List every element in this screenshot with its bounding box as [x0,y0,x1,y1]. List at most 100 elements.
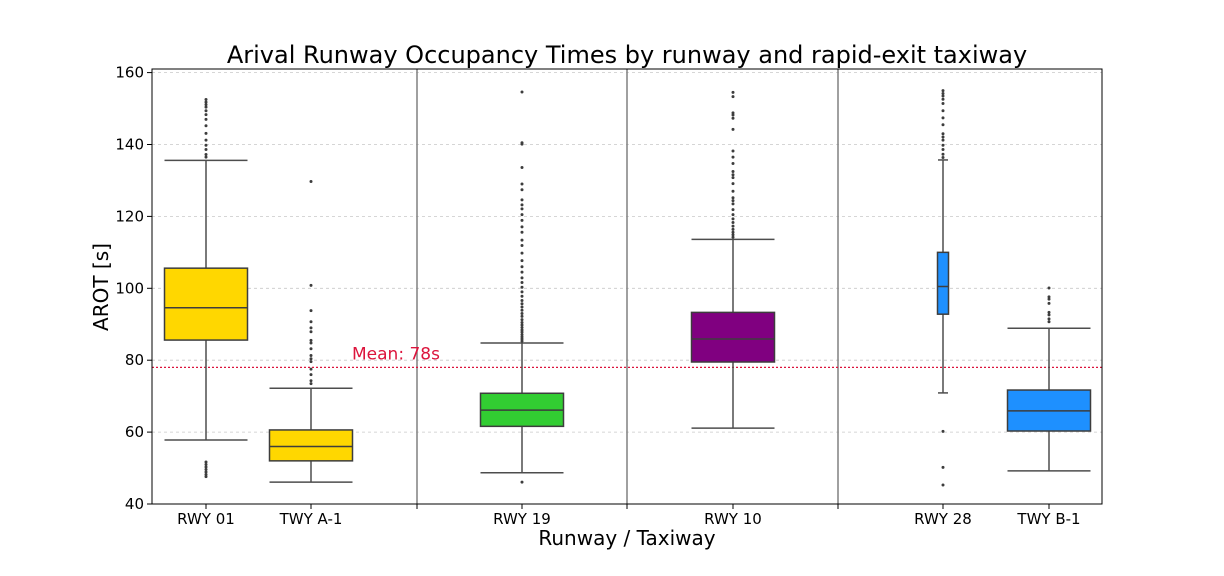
x-tick-label: RWY 01 [177,510,235,528]
outlier-point [731,199,735,203]
outlier-point [309,341,313,345]
outlier-point [731,90,735,94]
outlier-point [941,152,945,156]
box-iqr [936,251,950,315]
outlier-point [204,113,208,117]
outlier-point [1047,286,1051,290]
outlier-point [941,97,945,101]
x-tick-label: RWY 19 [493,510,551,528]
outlier-point [520,213,524,217]
outlier-point [520,323,524,327]
outlier-point [520,328,524,332]
outlier-point [204,148,208,152]
outlier-point [520,335,524,339]
outlier-point [309,373,313,377]
outlier-point [731,116,735,120]
outlier-point [204,100,208,104]
outlier-point [309,330,313,334]
outlier-point [520,90,524,94]
outlier-point [731,208,735,212]
outlier-point [941,138,945,142]
outlier-point [731,233,735,237]
outlier-point [309,354,313,358]
outlier-point [731,202,735,206]
outlier-point [941,483,945,487]
outlier-point [731,149,735,153]
outlier-point [520,203,524,207]
outlier-point [520,339,524,343]
outlier-point [520,270,524,274]
box-iqr [690,311,776,363]
outlier-point [204,460,208,464]
outlier-point [520,230,524,234]
mean-line-label: Mean: 78s [352,344,440,364]
outlier-point [204,467,208,471]
outlier-point [941,132,945,136]
outlier-point [731,235,735,239]
outlier-point [204,103,208,107]
outlier-point [520,141,524,145]
outlier-point [731,173,735,177]
outlier-point [204,155,208,159]
outlier-point [204,473,208,477]
y-tick-label: 140 [115,135,144,153]
box-group [1006,286,1092,472]
outlier-point [520,325,524,329]
outlier-point [204,470,208,474]
outlier-point [1047,317,1051,321]
outlier-point [309,382,313,386]
outlier-point [520,276,524,280]
y-tick-label: 160 [115,64,144,82]
x-tick-label: TWY A-1 [279,510,343,528]
outlier-point [204,475,208,479]
outlier-point [520,238,524,242]
outlier-point [309,347,313,351]
outlier-point [204,138,208,142]
outlier-point [309,367,313,371]
x-tick-label: RWY 10 [704,510,762,528]
outlier-point [309,360,313,364]
outlier-point [520,259,524,263]
outlier-point [731,111,735,115]
outlier-point [941,143,945,147]
outlier-point [520,320,524,324]
outlier-point [520,318,524,322]
x-axis-ticks: RWY 01 TWY A-1 RWY 19 RWY 10 RWY 28 TWY B-1 [177,504,1081,528]
outlier-point [1047,295,1051,299]
outlier-point [309,338,313,342]
plot-frame [151,68,1103,505]
outlier-point [204,143,208,147]
outlier-point [520,218,524,222]
y-axis-ticks: 40 60 80 100 120 140 160 [115,64,152,513]
box-plots [163,89,1092,487]
outlier-point [941,102,945,106]
box-group [690,90,776,429]
outlier-point [731,213,735,217]
outlier-point [941,109,945,113]
outlier-point [520,198,524,202]
outlier-point [731,230,735,234]
outlier-point [731,95,735,99]
outlier-point [204,465,208,469]
mean-line-group: Mean: 78s [152,344,1102,369]
outlier-point [520,308,524,312]
box-group [268,180,354,483]
outlier-point [309,320,313,324]
outlier-point [520,337,524,341]
outlier-point [309,309,313,313]
outlier-point [731,189,735,193]
outlier-point [731,155,735,159]
outlier-point [204,117,208,121]
box-iqr [268,429,354,462]
outlier-point [941,155,945,159]
x-axis-label: Runway / Taxiway [538,526,715,550]
outlier-point [1047,320,1051,324]
x-tick-label: TWY B-1 [1016,510,1080,528]
outlier-point [941,123,945,127]
box-iqr [163,267,249,341]
outlier-point [731,162,735,166]
box-group [163,98,249,479]
outlier-point [941,465,945,469]
outlier-point [520,299,524,303]
box-group [479,90,565,484]
